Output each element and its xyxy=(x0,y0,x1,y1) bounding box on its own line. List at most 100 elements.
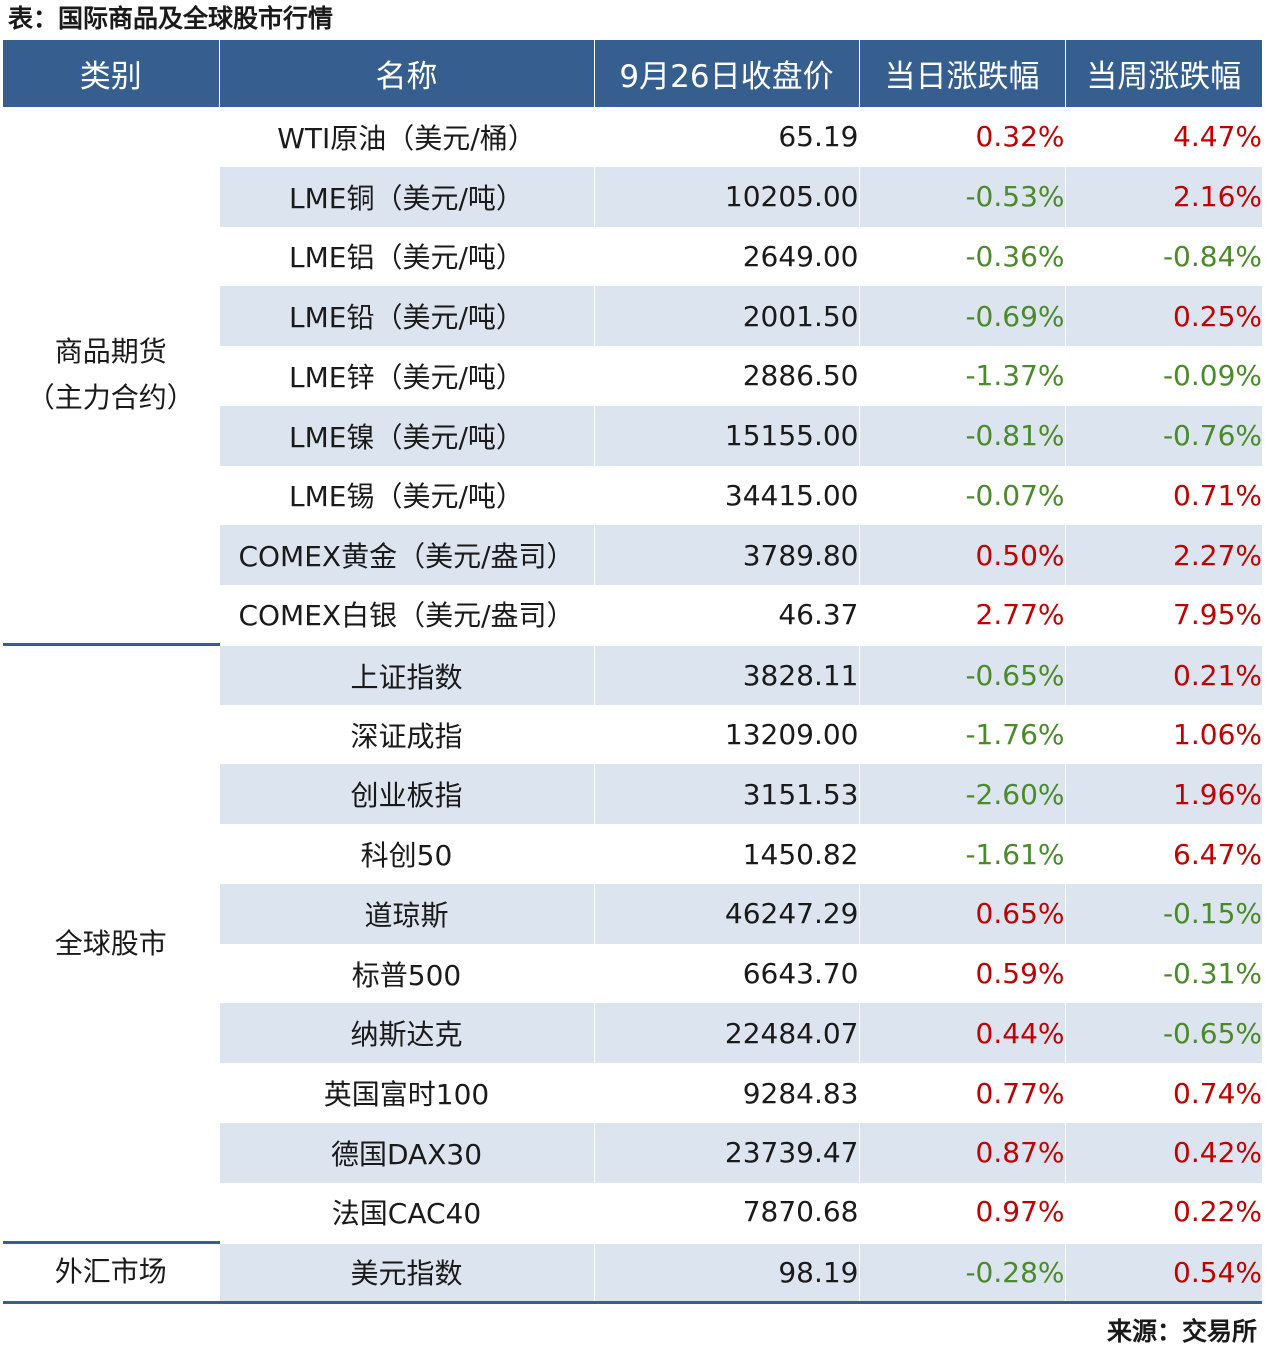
instrument-name: LME铜（美元/吨） xyxy=(218,166,594,227)
close-price: 2649.00 xyxy=(593,226,859,287)
table-row: 全球股市 上证指数 3828.11 -0.65% 0.21% xyxy=(3,643,1262,1243)
instrument-name: 德国DAX30 xyxy=(218,1123,594,1183)
table-row: 道琼斯 46247.29 0.65% -0.15% xyxy=(3,883,1262,944)
day-change: -0.65% xyxy=(858,643,1065,705)
week-change: 1.06% xyxy=(1064,704,1262,765)
instrument-name: 上证指数 xyxy=(218,643,594,705)
close-price: 34415.00 xyxy=(593,465,859,526)
week-change: -0.31% xyxy=(1064,943,1262,1004)
week-change: 2.16% xyxy=(1064,166,1262,227)
table-body: 商品期货 （主力合约） WTI原油（美元/桶） 65.19 0.32% 4.47% LME铜… xyxy=(3,107,1262,1304)
close-price: 22484.07 xyxy=(593,1003,859,1064)
close-price: 10205.00 xyxy=(593,166,859,227)
day-change: 0.32% xyxy=(858,107,1065,167)
table-row: LME锡（美元/吨） 34415.00 -0.07% 0.71% xyxy=(3,465,1262,526)
instrument-name: LME锌（美元/吨） xyxy=(218,346,594,406)
day-change: 0.59% xyxy=(858,943,1065,1004)
table-row: 德国DAX30 23739.47 0.87% 0.42% xyxy=(3,1123,1262,1183)
table-row: 法国CAC40 7870.68 0.97% 0.22% xyxy=(3,1182,1262,1243)
close-price: 13209.00 xyxy=(593,704,859,765)
instrument-name: COMEX白银（美元/盎司） xyxy=(218,585,594,645)
close-price: 3789.80 xyxy=(593,525,859,586)
close-price: 3828.11 xyxy=(593,643,859,705)
instrument-name: 法国CAC40 xyxy=(218,1182,594,1243)
close-price: 46.37 xyxy=(593,585,859,645)
table-row: LME锌（美元/吨） 2886.50 -1.37% -0.09% xyxy=(3,346,1262,406)
table-row: 标普500 6643.70 0.59% -0.31% xyxy=(3,943,1262,1004)
table-row: LME铅（美元/吨） 2001.50 -0.69% 0.25% xyxy=(3,286,1262,347)
instrument-name: WTI原油（美元/桶） xyxy=(218,107,594,167)
week-change: 1.96% xyxy=(1064,764,1262,825)
table-row: 创业板指 3151.53 -2.60% 1.96% xyxy=(3,764,1262,825)
market-table: 类别 名称 9月26日收盘价 当日涨跌幅 当周涨跌幅 商品期货 （主力合约） WTI… xyxy=(3,40,1262,1304)
day-change: -0.81% xyxy=(858,405,1065,466)
close-price: 65.19 xyxy=(593,107,859,167)
table-row: 深证成指 13209.00 -1.76% 1.06% xyxy=(3,704,1262,765)
close-price: 46247.29 xyxy=(593,883,859,944)
close-price: 15155.00 xyxy=(593,405,859,466)
header-day-change: 当日涨跌幅 xyxy=(858,40,1065,107)
instrument-name: 英国富时100 xyxy=(218,1063,594,1124)
week-change: 7.95% xyxy=(1064,585,1262,645)
week-change: 0.22% xyxy=(1064,1182,1262,1243)
close-price: 1450.82 xyxy=(593,824,859,884)
header-category: 类别 xyxy=(79,59,142,95)
day-change: -0.07% xyxy=(858,465,1065,526)
table-title: 表：国际商品及全球股市行情 xyxy=(8,4,334,33)
instrument-name: LME铅（美元/吨） xyxy=(218,286,594,347)
close-price: 2886.50 xyxy=(593,346,859,406)
category-label: 商品期货 xyxy=(54,335,167,369)
close-price: 2001.50 xyxy=(593,286,859,347)
week-change: -0.65% xyxy=(1064,1003,1262,1064)
week-change: -0.15% xyxy=(1064,883,1262,944)
day-change: 0.87% xyxy=(858,1123,1065,1183)
instrument-name: 道琼斯 xyxy=(218,883,594,944)
close-price: 98.19 xyxy=(593,1241,859,1304)
instrument-name: 标普500 xyxy=(218,943,594,1004)
instrument-name: 纳斯达克 xyxy=(218,1003,594,1064)
close-price: 7870.68 xyxy=(593,1182,859,1243)
day-change: -0.28% xyxy=(858,1241,1065,1304)
table-row: 纳斯达克 22484.07 0.44% -0.65% xyxy=(3,1003,1262,1064)
table-row: LME铝（美元/吨） 2649.00 -0.36% -0.84% xyxy=(3,226,1262,287)
week-change: 4.47% xyxy=(1064,107,1262,167)
day-change: 2.77% xyxy=(858,585,1065,645)
table-row: 英国富时100 9284.83 0.77% 0.74% xyxy=(3,1063,1262,1124)
day-change: 0.44% xyxy=(858,1003,1065,1064)
day-change: -1.76% xyxy=(858,704,1065,765)
instrument-name: 创业板指 xyxy=(218,764,594,825)
instrument-name: LME锡（美元/吨） xyxy=(218,465,594,526)
header-name: 名称 xyxy=(218,40,594,107)
table-row: COMEX白银（美元/盎司） 46.37 2.77% 7.95% xyxy=(3,585,1262,645)
week-change: 0.54% xyxy=(1064,1241,1262,1304)
instrument-name: LME镍（美元/吨） xyxy=(218,405,594,466)
category-label: 外汇市场 xyxy=(54,1255,167,1289)
day-change: 0.65% xyxy=(858,883,1065,944)
category-label: 全球股市 xyxy=(54,926,167,960)
instrument-name: 科创50 xyxy=(218,824,594,884)
category-cell: 外汇市场 xyxy=(3,1241,219,1304)
table-row: 外汇市场 美元指数 98.19 -0.28% 0.54% xyxy=(3,1241,1262,1304)
source-note: 来源：交易所 xyxy=(1106,1317,1257,1346)
close-price: 23739.47 xyxy=(593,1123,859,1183)
week-change: 6.47% xyxy=(1064,824,1262,884)
day-change: -0.69% xyxy=(858,286,1065,347)
close-price: 6643.70 xyxy=(593,943,859,1004)
instrument-name: COMEX黄金（美元/盎司） xyxy=(218,525,594,586)
header-close: 9月26日收盘价 xyxy=(593,40,859,107)
week-change: 0.42% xyxy=(1064,1123,1262,1183)
week-change: -0.84% xyxy=(1064,226,1262,287)
category-cell: 全球股市 xyxy=(3,643,219,1243)
instrument-name: 美元指数 xyxy=(218,1241,594,1304)
table-row: LME铜（美元/吨） 10205.00 -0.53% 2.16% xyxy=(3,166,1262,227)
day-change: -0.53% xyxy=(858,166,1065,227)
category-label: （主力合约） xyxy=(26,381,195,415)
day-change: 0.50% xyxy=(858,525,1065,586)
header-week-change: 当周涨跌幅 xyxy=(1064,40,1262,107)
table-row: COMEX黄金（美元/盎司） 3789.80 0.50% 2.27% xyxy=(3,525,1262,586)
week-change: -0.09% xyxy=(1064,346,1262,406)
day-change: 0.97% xyxy=(858,1182,1065,1243)
week-change: 0.74% xyxy=(1064,1063,1262,1124)
day-change: 0.77% xyxy=(858,1063,1065,1124)
day-change: -0.36% xyxy=(858,226,1065,287)
